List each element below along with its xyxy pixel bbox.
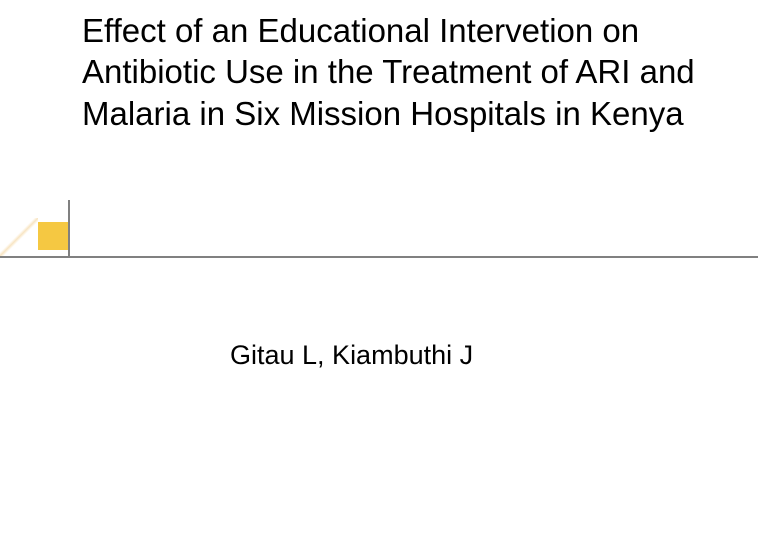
decoration-diagonal — [0, 218, 38, 256]
decoration-vertical-line — [68, 200, 70, 256]
decoration-accent-block — [38, 222, 68, 250]
slide-decoration — [0, 200, 760, 280]
slide: Effect of an Educational Intervetion on … — [0, 0, 780, 540]
slide-authors: Gitau L, Kiambuthi J — [230, 340, 473, 371]
slide-title: Effect of an Educational Intervetion on … — [82, 10, 740, 134]
decoration-horizontal-line — [0, 256, 758, 258]
